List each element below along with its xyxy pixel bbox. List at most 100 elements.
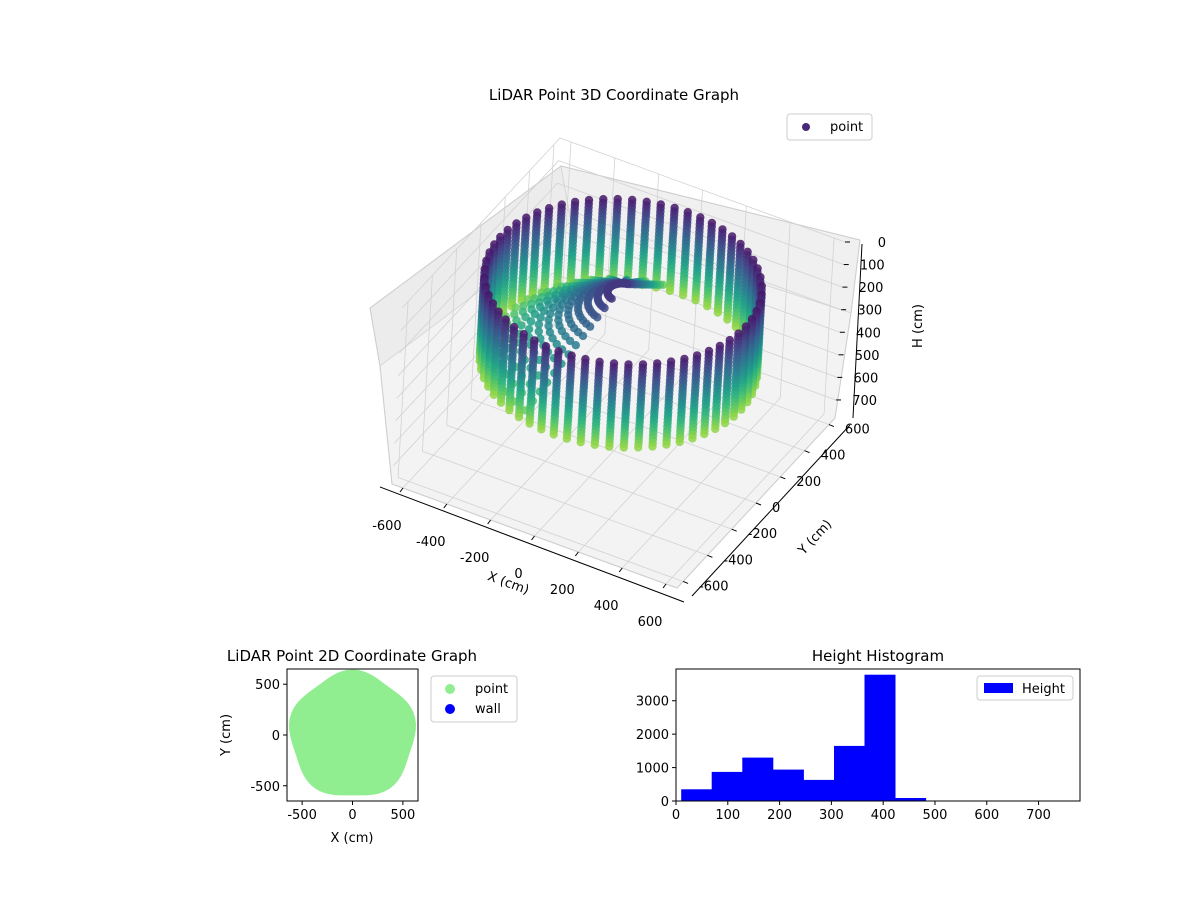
- point-3d: [525, 419, 534, 428]
- x-tick-label-hist: 700: [1026, 808, 1051, 823]
- x-tick-label-hist: 200: [767, 808, 792, 823]
- point-3d: [524, 325, 534, 334]
- point-3d: [571, 341, 580, 350]
- x-tick-label-3d: 600: [638, 615, 663, 630]
- grid-line: [397, 477, 684, 582]
- point-3d: [593, 313, 602, 322]
- point-3d: [576, 438, 585, 447]
- x-axis-label-2d: X (cm): [331, 831, 374, 846]
- x-tick-3d: [487, 519, 492, 525]
- legend-hist-label: Height: [1022, 682, 1065, 697]
- x-tick-label-3d: 400: [594, 599, 619, 614]
- point-3d: [489, 390, 499, 399]
- x-tick-label-2d: -500: [287, 808, 317, 823]
- legend-2d-point-label: point: [475, 682, 508, 697]
- point-3d: [526, 317, 536, 326]
- point-3d: [505, 405, 514, 415]
- x-tick-3d: [531, 535, 535, 541]
- point-3d: [536, 313, 545, 322]
- point-3d: [619, 443, 628, 452]
- x-tick-label-hist: 300: [819, 808, 844, 823]
- x-tick-label-hist: 100: [715, 808, 740, 823]
- point-3d: [496, 398, 506, 407]
- y-tick-label-hist: 1000: [636, 762, 669, 777]
- point-3d: [713, 308, 722, 317]
- grid-line: [823, 237, 835, 415]
- grid-line: [422, 450, 708, 556]
- histogram-bar: [681, 789, 713, 801]
- x-tick-label-3d: 200: [550, 583, 575, 598]
- y-tick-label-2d: -500: [250, 780, 280, 795]
- point-3d: [578, 331, 588, 341]
- grid-line: [401, 137, 561, 309]
- y-axis-label-2d: Y (cm): [219, 714, 234, 757]
- grid-line: [421, 275, 433, 452]
- legend-3d-label: point: [830, 120, 863, 135]
- legend-hist-swatch: [984, 683, 1013, 693]
- z-axis-label-3d: H (cm): [911, 304, 926, 348]
- point-3d: [549, 430, 558, 439]
- x-tick-label-3d: 0: [514, 567, 522, 582]
- plot2d: LiDAR Point 2D Coordinate Graph -500 0 500…: [219, 647, 518, 846]
- point-3d: [737, 405, 746, 414]
- y-tick-label-hist: 2000: [636, 728, 669, 743]
- point-3d: [565, 336, 575, 346]
- histogram-title: Height Histogram: [812, 647, 944, 665]
- z-tick-label-3d: 200: [859, 281, 884, 296]
- x-tick-label-2d: 500: [390, 808, 415, 823]
- grid-line: [559, 137, 846, 243]
- legend-hist: Height: [976, 675, 1074, 701]
- y-tick-label-3d: 400: [821, 449, 846, 464]
- y-tick-label-2d: 500: [255, 678, 280, 693]
- point-3d: [534, 327, 543, 336]
- legend-3d-frame: [786, 113, 873, 141]
- y-axis-label-3d: Y (cm): [795, 517, 835, 559]
- point-3d: [548, 334, 557, 343]
- point-3d: [648, 442, 657, 451]
- point-3d: [711, 424, 720, 434]
- y-tick-label-3d: -600: [699, 579, 729, 594]
- point-3d: [552, 339, 561, 349]
- point-3d: [544, 315, 553, 324]
- z-tick-label-3d: 300: [857, 304, 882, 319]
- grid-line: [395, 250, 554, 422]
- point-3d: [688, 434, 697, 443]
- histogram-bar: [895, 798, 927, 801]
- x-tick-label-hist: 0: [672, 808, 680, 823]
- ticks-2d: -500 0 500 -500 0 500: [250, 678, 415, 823]
- x-tick-3d: [443, 503, 448, 509]
- x-tick-label-hist: 400: [871, 808, 896, 823]
- grid-line: [779, 221, 791, 399]
- point-3d: [585, 322, 595, 331]
- point-cloud-3d: [475, 194, 766, 452]
- point-3d: [512, 316, 521, 325]
- histogram-bar: [834, 745, 865, 801]
- x-tick-label-hist: 600: [974, 808, 999, 823]
- point-3d: [623, 279, 632, 289]
- y-tick-3d: [804, 450, 810, 454]
- point-3d: [537, 425, 546, 434]
- histogram-frame: [675, 668, 1081, 802]
- legend-2d-wall-marker: [445, 704, 455, 714]
- z-tick-label-3d: 600: [853, 371, 878, 386]
- y-tick-label-3d: -200: [748, 527, 778, 542]
- y-axis-line: [691, 424, 851, 597]
- grid-line: [397, 205, 557, 376]
- grid-line: [446, 249, 458, 426]
- y-tick-3d: [707, 554, 713, 558]
- x-axis-label-3d: X (cm): [485, 569, 531, 598]
- z-axis-line: [852, 243, 863, 419]
- y-tick-label-3d: 0: [772, 501, 780, 516]
- legend-2d-wall-label: wall: [475, 702, 501, 717]
- point-3d: [700, 429, 709, 439]
- x-tick-label-2d: 0: [348, 808, 356, 823]
- point-3d: [590, 440, 599, 449]
- grid-line: [558, 160, 844, 265]
- point-3d: [600, 303, 609, 313]
- point-3d: [607, 294, 616, 303]
- grid-line: [399, 182, 558, 354]
- histogram-bar: [864, 674, 896, 801]
- plot3d: LiDAR Point 3D Coordinate Graph -600 -400…: [369, 86, 926, 630]
- grid-line: [446, 424, 732, 530]
